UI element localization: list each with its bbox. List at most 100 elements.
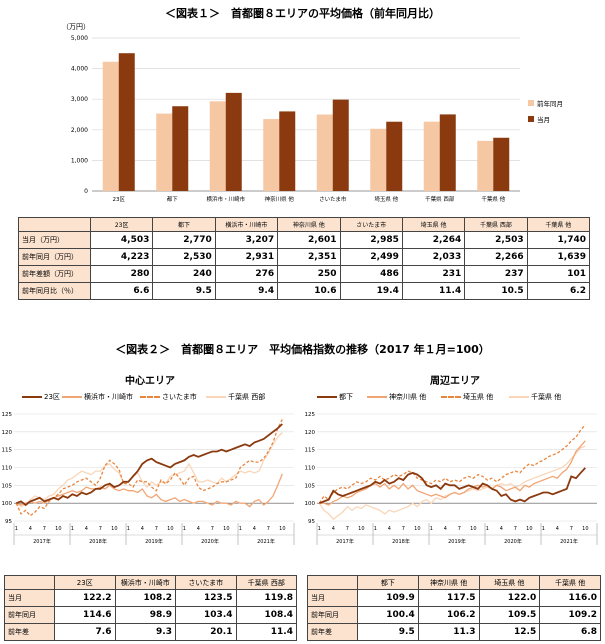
x-year-label: 2018年 bbox=[89, 538, 107, 545]
figure1-unit-label: （万円） bbox=[62, 23, 90, 31]
table-cell: 9.3 bbox=[114, 623, 176, 641]
x-category-label: 埼玉県 他 bbox=[374, 195, 398, 203]
bar-prev-year-6 bbox=[423, 121, 440, 191]
table-cell: 3,207 bbox=[214, 231, 279, 249]
legend-item: 千葉県 他 bbox=[509, 392, 561, 402]
legend-item: 横浜市・川崎市 bbox=[62, 392, 133, 402]
table-row: 当月 109.9 117.5 122.0 116.0 bbox=[307, 589, 601, 607]
legend-item: 千葉県 西部 bbox=[206, 392, 265, 402]
row-label: 当月 bbox=[307, 589, 358, 607]
x-year-label: 2020年 bbox=[504, 538, 522, 545]
table-column-header: 23区 bbox=[54, 575, 116, 590]
y-tick-label: 5,000 bbox=[71, 35, 88, 42]
y-tick-label: 95 bbox=[308, 519, 315, 525]
table-row: 前年差額（万円） 280 240 276 250 486 231 237 101 bbox=[18, 265, 591, 283]
table-cell: 2,033 bbox=[401, 248, 466, 266]
x-month-label: 1 bbox=[374, 526, 377, 532]
bar-prev-year-7 bbox=[477, 140, 494, 191]
series-line-1 bbox=[16, 473, 283, 508]
table-cell: 11.4 bbox=[235, 623, 297, 641]
table-cell: 10.6 bbox=[277, 282, 341, 300]
x-month-label: 10 bbox=[279, 526, 285, 532]
table-cell: 231 bbox=[401, 265, 466, 283]
table-cell: 250 bbox=[277, 265, 341, 283]
table-cell: 108.4 bbox=[235, 606, 297, 624]
table-cell: 117.5 bbox=[417, 589, 480, 607]
legend-label: 千葉県 他 bbox=[531, 393, 562, 401]
table-corner-cell bbox=[4, 575, 55, 590]
legend-label: 横浜市・川崎市 bbox=[84, 393, 133, 401]
legend-item: 神奈川県 他 bbox=[367, 392, 426, 402]
series-line-1 bbox=[319, 440, 586, 506]
table-cell: 2,264 bbox=[401, 231, 466, 249]
x-month-label: 10 bbox=[223, 526, 229, 532]
table-cell: 9.5 bbox=[357, 623, 419, 641]
y-tick-label: 3,000 bbox=[71, 96, 88, 103]
table-cell: 109.5 bbox=[478, 606, 541, 624]
x-year-label: 2019年 bbox=[448, 538, 466, 545]
table-cell: 7.6 bbox=[54, 623, 116, 641]
table-cell: 2,266 bbox=[464, 248, 528, 266]
table-cell: 1,639 bbox=[526, 248, 591, 266]
table-cell: 11.4 bbox=[401, 282, 466, 300]
series-line-3 bbox=[318, 445, 586, 521]
figure1-table: 23区 都下 横浜市・川崎市 神奈川県 他さいたま市 埼玉県 他千葉県 西部 千葉県 他 … bbox=[18, 217, 591, 300]
table-row: 前年差 7.6 9.3 20.1 11.4 bbox=[4, 623, 297, 641]
legend-item: 23区 bbox=[22, 392, 60, 402]
table-cell: 2,351 bbox=[277, 248, 341, 266]
bar-current-5 bbox=[386, 121, 403, 191]
x-year-label: 2017年 bbox=[33, 538, 51, 545]
table-cell: 9.4 bbox=[214, 282, 279, 300]
x-month-label: 1 bbox=[430, 526, 433, 532]
y-tick-label: 125 bbox=[2, 412, 13, 418]
table-column-header: 千葉県 西部 bbox=[235, 575, 297, 590]
figure1-title: ＜図表１＞ 首都圏８エリアの平均価格（前年同月比） bbox=[165, 7, 440, 20]
table-cell: 10.5 bbox=[464, 282, 528, 300]
legend-item: さいたま市 bbox=[140, 392, 197, 402]
legend-label: 都下 bbox=[339, 393, 353, 401]
legend-label: 当月 bbox=[537, 115, 550, 124]
table-header-row: 23区 横浜市・川崎市 さいたま市 千葉県 西部 bbox=[4, 575, 297, 590]
table-cell: 100.4 bbox=[357, 606, 419, 624]
y-tick-label: 115 bbox=[305, 448, 316, 454]
x-month-label: 4 bbox=[29, 526, 32, 532]
x-month-label: 1 bbox=[183, 526, 186, 532]
bar-current-0 bbox=[118, 53, 135, 192]
table-row: 当月（万円） 4,503 2,770 3,207 2,601 2,985 2,264 2,50… bbox=[18, 231, 591, 249]
legend-swatch bbox=[140, 396, 160, 398]
x-month-label: 10 bbox=[414, 526, 420, 532]
table-cell: 240 bbox=[152, 265, 216, 283]
x-year-label: 2020年 bbox=[201, 538, 219, 545]
y-tick-label: 2,000 bbox=[71, 127, 88, 134]
table-row: 前年同月 100.4 106.2 109.5 109.2 bbox=[307, 606, 601, 624]
x-month-label: 1 bbox=[486, 526, 489, 532]
center-area-legend: 23区 横浜市・川崎市 さいたま市 千葉県 西部 bbox=[0, 392, 300, 404]
x-month-label: 4 bbox=[556, 526, 559, 532]
series-line-2 bbox=[15, 419, 283, 517]
y-tick-label: 120 bbox=[305, 430, 316, 436]
x-month-label: 4 bbox=[444, 526, 447, 532]
x-month-label: 7 bbox=[267, 526, 270, 532]
table-corner-cell bbox=[307, 575, 358, 590]
table-row: 前年同月 114.6 98.9 103.4 108.4 bbox=[4, 606, 297, 624]
bar-prev-year-2 bbox=[209, 101, 226, 191]
bar-prev-year-0 bbox=[102, 61, 119, 191]
x-month-label: 7 bbox=[43, 526, 46, 532]
legend-swatch bbox=[317, 396, 337, 398]
legend-swatch bbox=[509, 396, 529, 398]
y-tick-label: 100 bbox=[305, 501, 316, 507]
bar-current-7 bbox=[493, 137, 510, 191]
table-cell: 20.1 bbox=[175, 623, 237, 641]
outer-area-title: 周辺エリア bbox=[430, 376, 480, 387]
x-month-label: 10 bbox=[55, 526, 61, 532]
x-category-label: 23区 bbox=[113, 196, 126, 203]
x-category-label: さいたま市 bbox=[319, 195, 347, 203]
table-column-header: 都下 bbox=[357, 575, 419, 590]
x-year-label: 2018年 bbox=[392, 538, 410, 545]
table-cell: 106.2 bbox=[417, 606, 480, 624]
x-month-label: 7 bbox=[346, 526, 349, 532]
x-month-label: 10 bbox=[582, 526, 588, 532]
table-column-header: 都下 bbox=[152, 217, 216, 232]
